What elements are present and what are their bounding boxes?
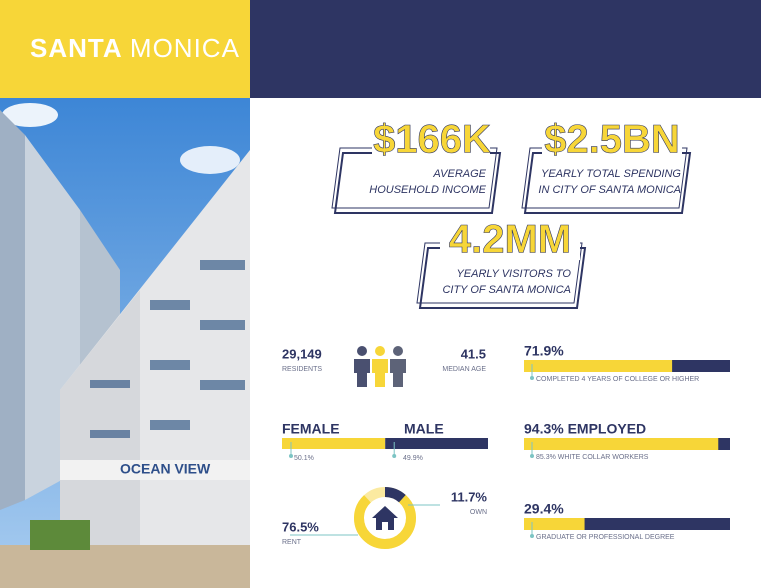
- highlight-caption: YEARLY TOTAL SPENDING: [541, 168, 681, 180]
- header-navy: [250, 0, 761, 98]
- highlight-caption: AVERAGE: [432, 168, 486, 180]
- male-percent: 49.9%: [403, 455, 423, 462]
- rent-label: RENT: [282, 539, 302, 546]
- highlight-value: $2.5BN: [544, 118, 680, 162]
- highlight-caption: YEARLY VISITORS TO: [456, 268, 571, 280]
- pin-dot: [392, 454, 397, 458]
- highlight-caption: IN CITY OF SANTA MONICA: [538, 184, 681, 196]
- female-percent: 50.1%: [294, 455, 314, 462]
- pin-dot: [289, 454, 293, 458]
- highlight-value: 4.2MM: [449, 218, 571, 262]
- bar-title: 71.9%: [524, 343, 564, 359]
- svg-text:OCEAN VIEW: OCEAN VIEW: [120, 461, 211, 477]
- highlight-caption: HOUSEHOLD INCOME: [369, 184, 486, 196]
- bar-fill: [524, 438, 719, 450]
- female-label: FEMALE: [282, 421, 340, 437]
- header-yellow: [0, 0, 250, 98]
- bar-title: 29.4%: [524, 501, 564, 517]
- photo: OCEAN VIEW: [0, 98, 250, 588]
- rent-percent: 76.5%: [282, 519, 319, 534]
- own-percent: 11.7%: [451, 489, 488, 504]
- pin-dot: [530, 376, 534, 380]
- pin-dot: [530, 534, 534, 538]
- male-bar: [385, 438, 488, 449]
- pin-dot: [530, 454, 534, 458]
- male-label: MALE: [404, 421, 444, 437]
- bar-caption: GRADUATE OR PROFESSIONAL DEGREE: [536, 534, 675, 541]
- highlight-value: $166K: [373, 118, 491, 162]
- female-bar: [282, 438, 386, 449]
- bar-fill: [524, 360, 673, 372]
- bar-caption: 85.3% WHITE COLLAR WORKERS: [536, 454, 649, 461]
- title: SANTA MONICA: [30, 33, 240, 63]
- own-arc: [384, 487, 406, 503]
- bar-fill: [524, 518, 585, 530]
- people-icon: [354, 346, 406, 387]
- median-age-value: 41.5: [461, 346, 486, 361]
- bar-caption: COMPLETED 4 YEARS OF COLLEGE OR HIGHER: [536, 376, 699, 383]
- house-icon: [372, 506, 398, 530]
- rent-arc: [354, 495, 416, 549]
- residents-label: RESIDENTS: [282, 366, 322, 373]
- residents-value: 29,149: [282, 346, 322, 361]
- own-label: OWN: [470, 509, 487, 516]
- median-age-label: MEDIAN AGE: [442, 366, 486, 373]
- highlight-caption: CITY OF SANTA MONICA: [442, 284, 571, 296]
- bar-title: 94.3% EMPLOYED: [524, 421, 646, 437]
